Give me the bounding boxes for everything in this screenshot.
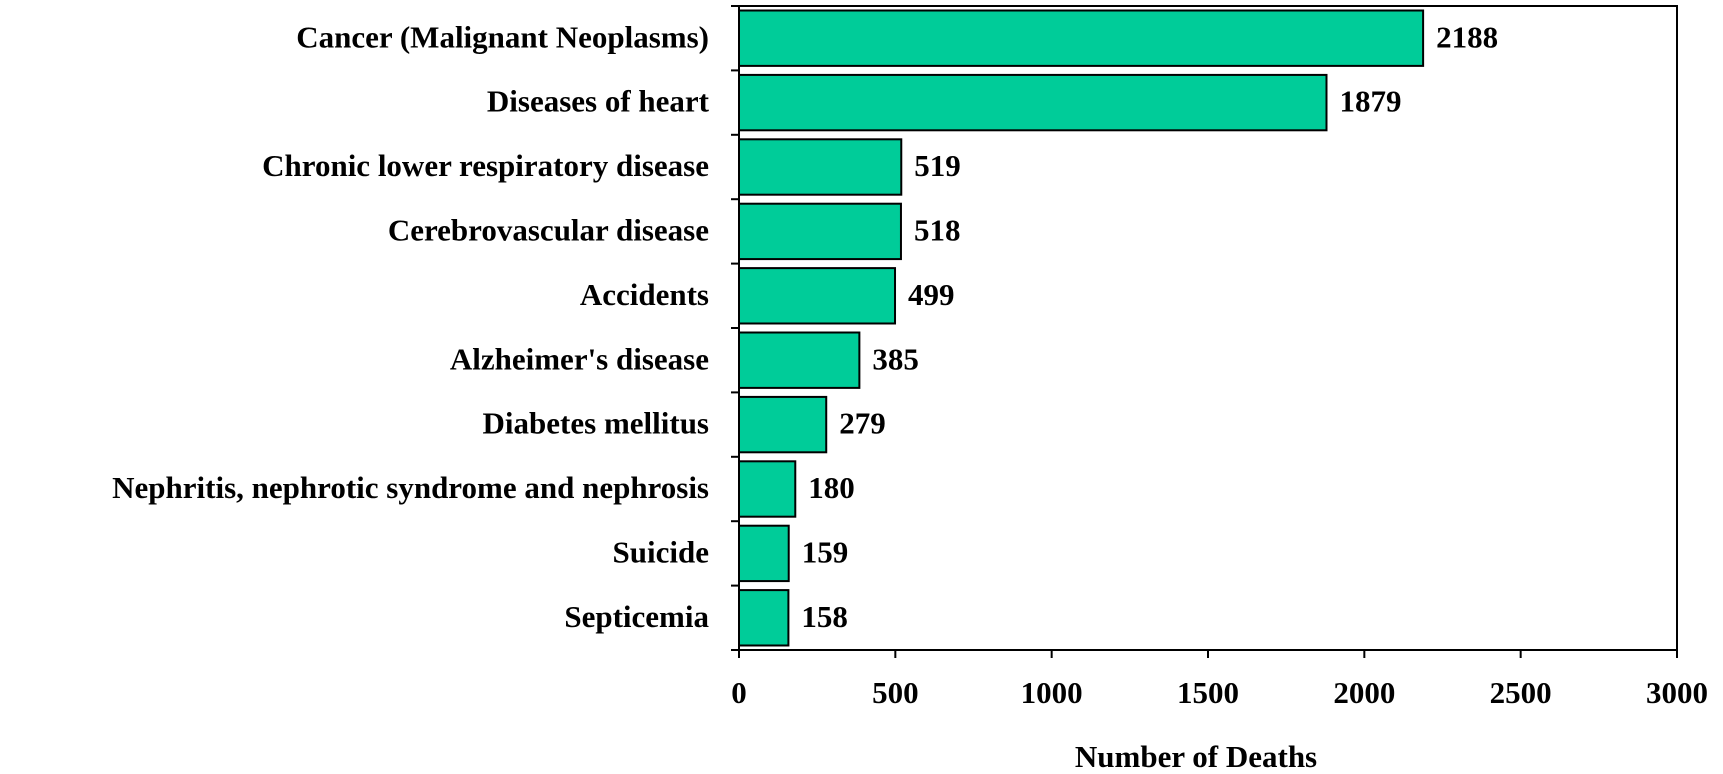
y-tick-label: Chronic lower respiratory disease xyxy=(262,148,709,183)
y-tick-label: Nephritis, nephrotic syndrome and nephro… xyxy=(112,470,709,505)
value-label: 180 xyxy=(808,470,855,505)
value-label: 279 xyxy=(839,406,886,441)
y-tick-label: Cancer (Malignant Neoplasms) xyxy=(296,19,709,54)
y-tick-label: Suicide xyxy=(613,535,709,570)
bar xyxy=(738,267,897,325)
x-tick-label: 1000 xyxy=(1021,675,1083,710)
value-label: 518 xyxy=(914,213,961,248)
bar xyxy=(738,589,790,647)
value-label: 2188 xyxy=(1436,19,1498,54)
y-tick-label: Diseases of heart xyxy=(487,84,710,119)
x-tick-label: 500 xyxy=(872,675,919,710)
value-label: 499 xyxy=(908,277,955,312)
bar xyxy=(738,524,790,583)
x-axis-title: Number of Deaths xyxy=(1075,739,1317,774)
y-tick-label: Septicemia xyxy=(564,599,709,634)
value-label: 158 xyxy=(801,599,848,634)
value-label: 519 xyxy=(914,148,961,183)
x-tick-label: 0 xyxy=(731,675,747,710)
y-tick-label: Cerebrovascular disease xyxy=(388,213,709,248)
bar xyxy=(738,202,902,261)
x-tick-label: 2000 xyxy=(1333,675,1395,710)
bar xyxy=(738,138,903,196)
value-label: 385 xyxy=(872,341,919,376)
bar xyxy=(738,73,1328,132)
bar xyxy=(738,9,1425,67)
y-tick-label: Diabetes mellitus xyxy=(483,406,709,441)
x-tick-label: 3000 xyxy=(1646,675,1708,710)
y-tick-label: Accidents xyxy=(580,277,709,312)
bar xyxy=(738,460,797,518)
x-tick-label: 1500 xyxy=(1177,675,1239,710)
bar xyxy=(738,331,861,389)
bar xyxy=(738,395,828,454)
x-tick-label: 2500 xyxy=(1490,675,1552,710)
y-tick-label: Alzheimer's disease xyxy=(450,341,709,376)
value-label: 159 xyxy=(802,535,849,570)
value-label: 1879 xyxy=(1340,84,1402,119)
